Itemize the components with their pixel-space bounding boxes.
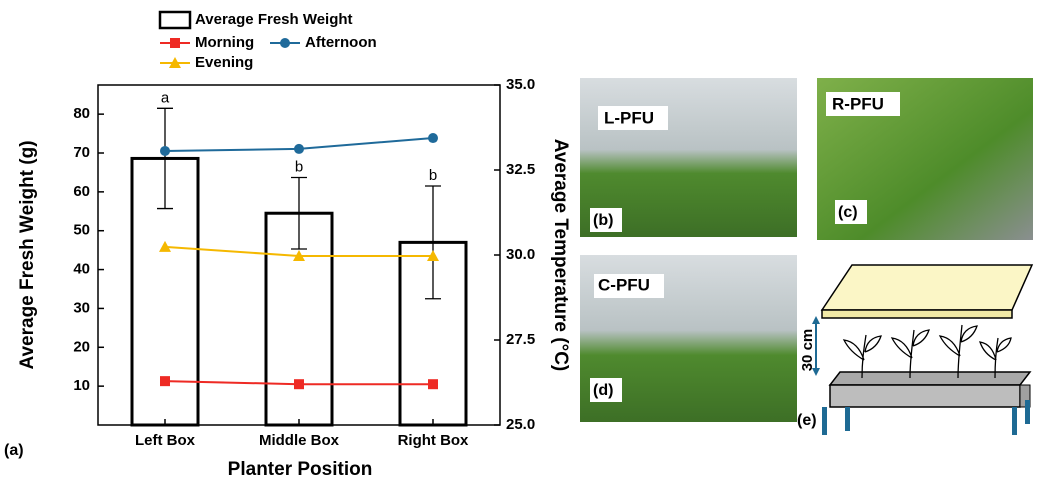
significance-letter: b xyxy=(295,158,303,175)
legend-label: Morning xyxy=(195,34,254,51)
panel-label: (c) xyxy=(838,204,858,221)
y2-tick-label: 35.0 xyxy=(506,76,535,93)
legend-label: Afternoon xyxy=(305,34,377,51)
legend-swatch xyxy=(160,12,190,28)
photo-title: L-PFU xyxy=(604,108,654,127)
y-tick-label: 10 xyxy=(73,377,90,394)
marker xyxy=(428,133,438,143)
photo-title: R-PFU xyxy=(832,94,884,113)
significance-letter: a xyxy=(161,89,170,106)
dimension-label: 30 cm xyxy=(799,329,816,372)
x-tick-label: Middle Box xyxy=(259,432,340,449)
y-tick-label: 70 xyxy=(73,144,90,161)
marker xyxy=(294,144,304,154)
y-tick-label: 40 xyxy=(73,261,90,278)
panel-label: (b) xyxy=(593,212,613,229)
significance-letter: b xyxy=(429,167,437,184)
figure: L-PFU (b) R-PFU (c) C-PFU (d) 30 cm (e) … xyxy=(0,0,1044,481)
y2-axis-title: Average Temperature (°C) xyxy=(550,139,571,372)
legend-label: Average Fresh Weight xyxy=(195,11,353,28)
planter-diagram xyxy=(812,265,1032,435)
x-axis-title: Planter Position xyxy=(228,459,373,480)
x-tick-label: Left Box xyxy=(135,432,196,449)
marker xyxy=(160,146,170,156)
y-tick-label: 60 xyxy=(73,183,90,200)
x-tick-label: Right Box xyxy=(398,432,469,449)
legend-marker xyxy=(170,38,180,48)
marker xyxy=(294,379,304,389)
y-tick-label: 30 xyxy=(73,299,90,316)
legend-marker xyxy=(280,38,290,48)
y2-tick-label: 32.5 xyxy=(506,161,535,178)
y-tick-label: 20 xyxy=(73,338,90,355)
photo-title: C-PFU xyxy=(598,275,650,294)
y2-tick-label: 30.0 xyxy=(506,246,535,263)
panel-label: (d) xyxy=(593,382,613,399)
y2-tick-label: 27.5 xyxy=(506,331,535,348)
y-tick-label: 80 xyxy=(73,105,90,122)
y2-tick-label: 25.0 xyxy=(506,416,535,433)
marker xyxy=(160,376,170,386)
y-axis-title: Average Fresh Weight (g) xyxy=(17,140,38,369)
y-tick-label: 50 xyxy=(73,222,90,239)
panel-label: (e) xyxy=(797,412,817,429)
marker xyxy=(428,379,438,389)
panel-label: (a) xyxy=(4,442,24,459)
legend-label: Evening xyxy=(195,54,253,71)
